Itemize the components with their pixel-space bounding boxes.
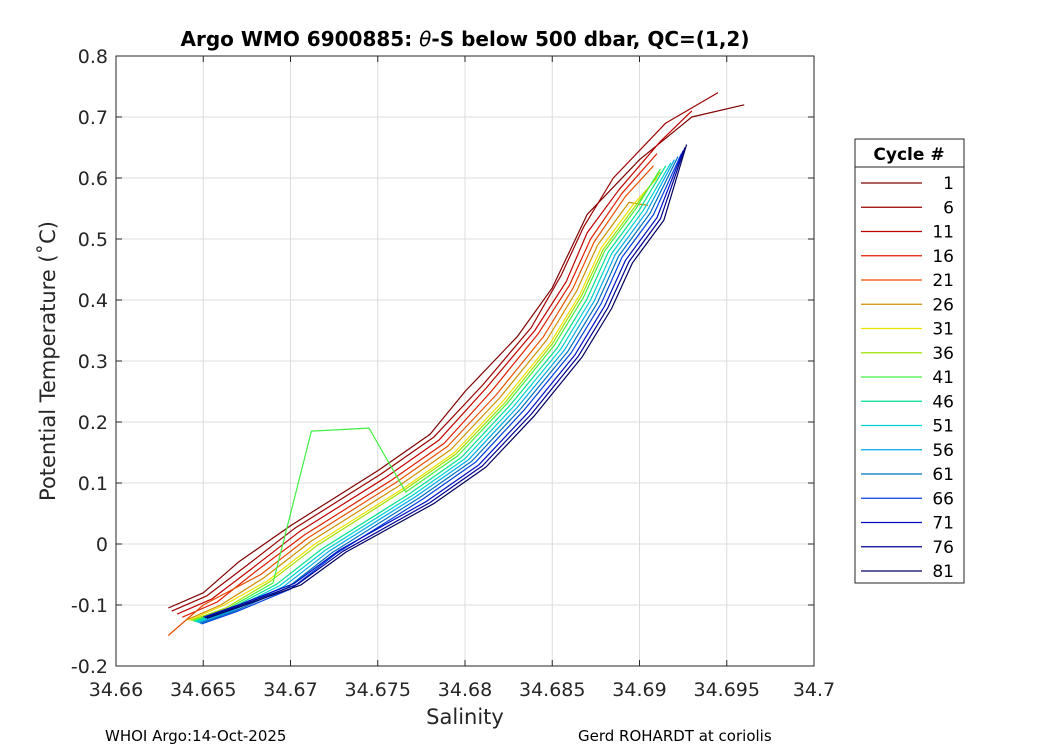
series-line-cycle-31: [189, 177, 658, 621]
y-tick-label: -0.2: [71, 656, 108, 678]
y-tick-label: 0.7: [78, 107, 108, 129]
legend-label: 51: [932, 417, 954, 437]
series-line-cycle-1: [168, 104, 745, 609]
x-tick-label: 34.67: [263, 679, 317, 701]
x-tick-label: 34.7: [793, 679, 835, 701]
x-tick-label: 34.665: [170, 679, 236, 701]
legend-title: Cycle #: [873, 145, 944, 165]
legend-box: [854, 138, 965, 584]
footer-left: WHOI Argo:14-Oct-2025: [105, 727, 286, 745]
y-tick-label: -0.1: [71, 595, 108, 617]
legend-label: 46: [932, 392, 954, 412]
series-line-cycle-16: [182, 153, 658, 618]
legend-label: 71: [932, 514, 954, 534]
series-line-cycle-51: [196, 162, 672, 623]
legend-label: 1: [943, 174, 954, 194]
legend-label: 11: [932, 223, 954, 243]
y-tick-label: 0.3: [78, 351, 108, 373]
x-tick-label: 34.66: [89, 679, 143, 701]
series-group: [167, 92, 745, 636]
series-line-cycle-36: [190, 171, 661, 621]
series-line-cycle-46: [194, 165, 667, 623]
series-line-cycle-6: [171, 92, 719, 612]
series-line-cycle-26: [185, 201, 649, 621]
series-line-cycle-71: [203, 150, 684, 618]
series-line-cycle-81: [206, 144, 688, 619]
legend-label: 66: [932, 489, 954, 509]
legend-label: 41: [932, 368, 954, 388]
legend-label: 56: [932, 441, 954, 461]
series-line-cycle-21: [167, 165, 654, 636]
x-tick-label: 34.675: [345, 679, 411, 701]
x-tick-label: 34.69: [612, 679, 666, 701]
legend-label: 36: [932, 344, 954, 364]
series-line-cycle-66: [201, 153, 682, 625]
series-line-cycle-11: [176, 110, 693, 615]
legend-label: 16: [932, 247, 954, 267]
legend-label: 81: [932, 562, 954, 582]
y-tick-label: 0.2: [78, 412, 108, 434]
legend-label: 76: [932, 538, 954, 558]
x-axis-label: Salinity: [426, 705, 504, 729]
y-axis-label: Potential Temperature (˚C): [36, 221, 60, 501]
chart-title: Argo WMO 6900885: θ-S below 500 dbar, QC…: [181, 27, 750, 51]
legend-label: 26: [932, 295, 954, 315]
x-tick-label: 34.68: [438, 679, 492, 701]
y-tick-label: 0.6: [78, 168, 108, 190]
legend-label: 61: [932, 465, 954, 485]
x-tick-label: 34.685: [519, 679, 585, 701]
legend-label: 21: [932, 271, 954, 291]
y-tick-label: 0: [96, 534, 108, 556]
series-line-cycle-76: [204, 147, 686, 619]
y-tick-label: 0.5: [78, 229, 108, 251]
legend-label: 6: [943, 198, 954, 218]
y-tick-label: 0.4: [78, 290, 108, 312]
y-tick-label: 0.1: [78, 473, 108, 495]
x-tick-label: 34.695: [694, 679, 760, 701]
legend-label: 31: [932, 320, 954, 340]
axis-ticks: 34.66 34.665 34.67 34.675 34.68 34.685 34.69 34…: [71, 46, 835, 701]
footer-right: Gerd ROHARDT at coriolis: [578, 727, 772, 745]
y-tick-label: 0.8: [78, 46, 108, 68]
series-line-cycle-41: [192, 168, 661, 622]
